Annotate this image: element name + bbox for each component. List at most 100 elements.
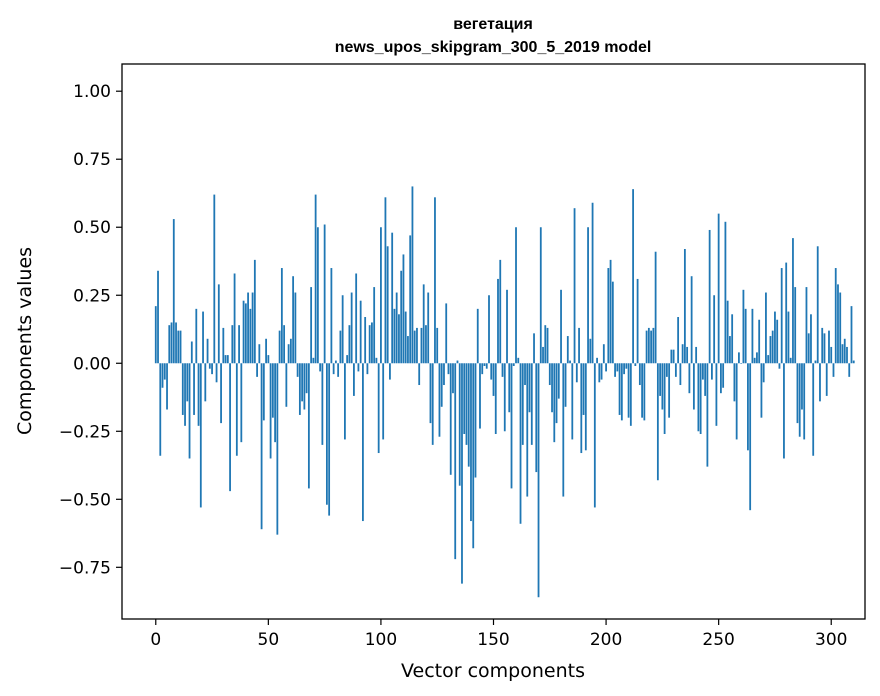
bar: [154, 306, 157, 364]
bar: [620, 363, 623, 421]
bar: [704, 363, 707, 396]
bar: [711, 363, 713, 380]
bar: [418, 363, 421, 386]
bar: [557, 363, 560, 399]
bar: [566, 336, 569, 364]
bar: [438, 363, 441, 437]
bar: [524, 363, 526, 386]
bar: [740, 363, 743, 364]
bar: [240, 363, 243, 443]
bar: [193, 363, 195, 415]
bar: [296, 363, 299, 377]
bar: [305, 363, 308, 394]
bar: [551, 363, 553, 413]
bar: [564, 363, 567, 407]
bar: [672, 349, 675, 364]
bar: [726, 300, 729, 364]
bar: [659, 363, 662, 396]
bar: [314, 194, 317, 364]
bar: [206, 338, 209, 364]
bar: [638, 363, 641, 386]
bar: [722, 363, 725, 388]
y-tick-label: 0.00: [73, 354, 111, 374]
bar: [546, 327, 549, 364]
bar: [494, 363, 497, 434]
x-axis-ticks: 0 50 100 150 200 250 300: [150, 619, 847, 650]
bar: [602, 344, 605, 364]
bar: [398, 314, 400, 364]
bar: [683, 249, 686, 364]
bar: [456, 360, 459, 364]
bar: [593, 363, 596, 508]
bar: [407, 336, 409, 364]
bar: [395, 292, 398, 364]
bar: [668, 363, 671, 418]
bar: [409, 235, 412, 364]
bar: [375, 357, 378, 364]
bar: [528, 363, 531, 413]
bar: [616, 363, 619, 372]
bar: [706, 363, 709, 467]
plot-frame: [121, 63, 866, 620]
bar: [393, 308, 396, 364]
bar: [598, 363, 601, 383]
bar: [323, 224, 326, 364]
bar: [591, 202, 594, 364]
bar: [328, 363, 331, 516]
y-tick-label: −0.25: [59, 422, 111, 442]
bar: [850, 306, 853, 364]
bar: [355, 273, 358, 364]
bar: [686, 346, 689, 364]
bar: [497, 278, 499, 364]
bar: [190, 341, 193, 364]
bar: [422, 284, 425, 364]
bar: [467, 363, 470, 467]
bar: [848, 363, 851, 377]
bar: [310, 287, 313, 364]
bar: [720, 363, 722, 394]
bar: [449, 363, 452, 475]
bar: [814, 360, 817, 364]
bar: [846, 346, 848, 364]
bar: [729, 336, 731, 364]
bar: [636, 278, 639, 364]
bar: [819, 363, 821, 402]
bar: [695, 346, 698, 364]
bar: [238, 325, 240, 364]
bar: [530, 363, 533, 445]
bar: [362, 363, 364, 522]
bar: [319, 363, 322, 372]
bar: [208, 363, 211, 369]
bar: [159, 363, 162, 456]
bar: [767, 355, 770, 364]
bar: [348, 325, 351, 364]
bar: [425, 325, 427, 364]
bar: [510, 363, 513, 489]
bar: [440, 363, 443, 407]
bar: [785, 262, 788, 364]
bar: [452, 363, 454, 394]
bar: [600, 363, 603, 380]
x-tick-label: 200: [590, 630, 622, 650]
bar: [652, 327, 655, 364]
bar: [344, 363, 346, 440]
bar: [184, 363, 186, 426]
bar: [713, 295, 716, 364]
bar: [220, 363, 222, 424]
bar: [629, 363, 632, 426]
bar: [647, 327, 650, 364]
bar: [656, 363, 659, 481]
bar: [330, 268, 333, 364]
bar: [368, 325, 371, 364]
bar: [307, 363, 310, 489]
bar: [186, 363, 189, 402]
bar: [251, 292, 254, 364]
bar: [665, 363, 668, 377]
bar: [715, 363, 718, 426]
bar: [242, 300, 245, 364]
bar: [298, 363, 301, 415]
y-tick-label: 0.75: [73, 150, 111, 170]
bar: [580, 363, 583, 454]
bar: [267, 355, 270, 364]
bar: [584, 363, 587, 451]
